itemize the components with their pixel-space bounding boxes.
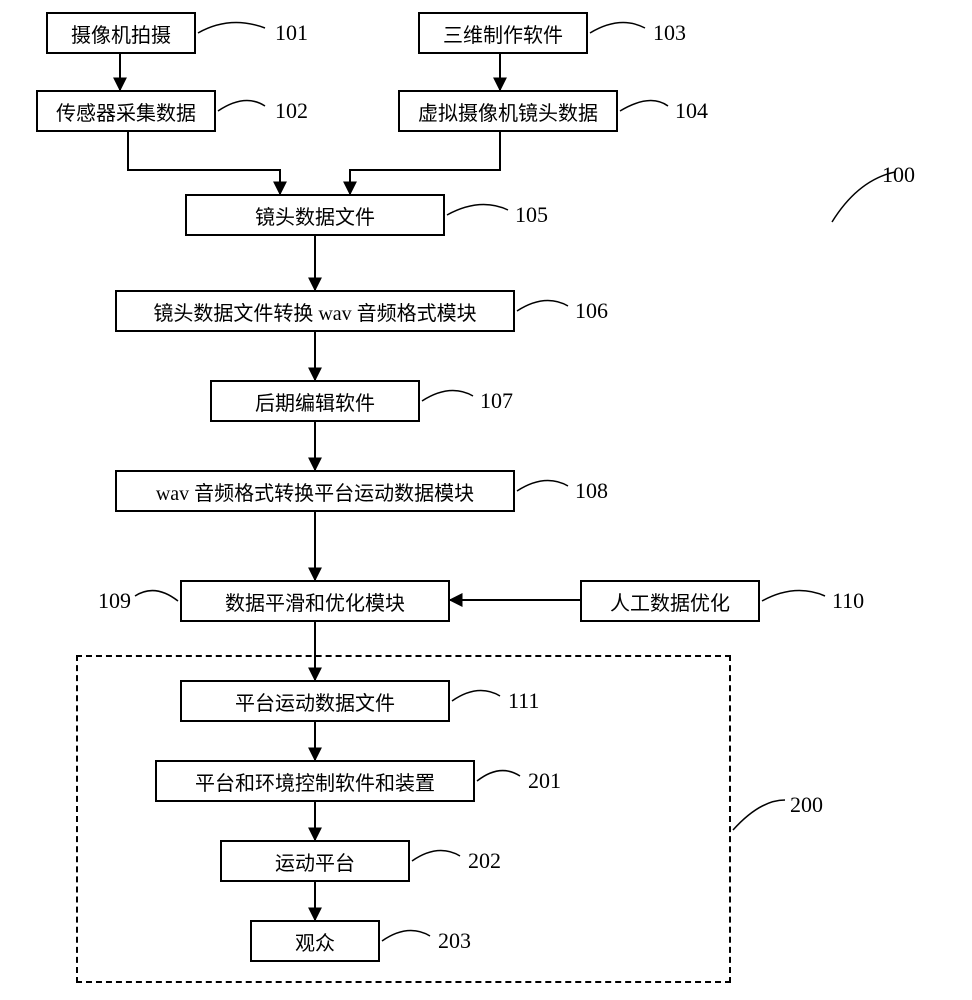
label-text: 109 xyxy=(98,588,131,613)
node-text: 平台和环境控制软件和装置 xyxy=(195,767,435,796)
label-text: 102 xyxy=(275,98,308,123)
label-text: 103 xyxy=(653,20,686,45)
ref-label-109: 109 xyxy=(98,588,131,614)
ref-label-108: 108 xyxy=(575,478,608,504)
node-text: 运动平台 xyxy=(275,847,355,876)
node-3d-software: 三维制作软件 xyxy=(418,12,588,54)
node-manual-optimize: 人工数据优化 xyxy=(580,580,760,622)
label-text: 202 xyxy=(468,848,501,873)
label-text: 106 xyxy=(575,298,608,323)
label-text: 107 xyxy=(480,388,513,413)
ref-label-102: 102 xyxy=(275,98,308,124)
ref-label-106: 106 xyxy=(575,298,608,324)
node-camera-shoot: 摄像机拍摄 xyxy=(46,12,196,54)
node-lens-data-file: 镜头数据文件 xyxy=(185,194,445,236)
node-text: 虚拟摄像机镜头数据 xyxy=(418,97,598,126)
label-text: 108 xyxy=(575,478,608,503)
label-text: 200 xyxy=(790,792,823,817)
node-platform-motion-file: 平台运动数据文件 xyxy=(180,680,450,722)
label-text: 203 xyxy=(438,928,471,953)
node-post-edit-software: 后期编辑软件 xyxy=(210,380,420,422)
ref-label-110: 110 xyxy=(832,588,864,614)
node-text: 镜头数据文件 xyxy=(255,201,375,230)
node-text: 三维制作软件 xyxy=(443,19,563,48)
ref-label-103: 103 xyxy=(653,20,686,46)
node-sensor-data: 传感器采集数据 xyxy=(36,90,216,132)
node-text: 平台运动数据文件 xyxy=(235,687,395,716)
ref-label-107: 107 xyxy=(480,388,513,414)
label-text: 100 xyxy=(882,162,915,187)
label-text: 201 xyxy=(528,768,561,793)
node-text: wav 音频格式转换平台运动数据模块 xyxy=(156,477,474,506)
label-text: 110 xyxy=(832,588,864,613)
node-motion-platform: 运动平台 xyxy=(220,840,410,882)
node-platform-env-control: 平台和环境控制软件和装置 xyxy=(155,760,475,802)
node-audience: 观众 xyxy=(250,920,380,962)
label-text: 104 xyxy=(675,98,708,123)
ref-label-203: 203 xyxy=(438,928,471,954)
ref-label-105: 105 xyxy=(515,202,548,228)
ref-label-101: 101 xyxy=(275,20,308,46)
node-text: 数据平滑和优化模块 xyxy=(225,587,405,616)
node-wav-to-motion: wav 音频格式转换平台运动数据模块 xyxy=(115,470,515,512)
label-text: 101 xyxy=(275,20,308,45)
ref-label-202: 202 xyxy=(468,848,501,874)
flowchart-canvas: 摄像机拍摄 传感器采集数据 三维制作软件 虚拟摄像机镜头数据 镜头数据文件 镜头… xyxy=(0,0,972,1000)
ref-label-100: 100 xyxy=(882,162,915,188)
ref-label-104: 104 xyxy=(675,98,708,124)
node-text: 后期编辑软件 xyxy=(255,387,375,416)
ref-label-111: 111 xyxy=(508,688,539,714)
node-lens-to-wav: 镜头数据文件转换 wav 音频格式模块 xyxy=(115,290,515,332)
node-text: 传感器采集数据 xyxy=(56,97,196,126)
node-text: 人工数据优化 xyxy=(610,587,730,616)
ref-label-200: 200 xyxy=(790,792,823,818)
node-smooth-optimize: 数据平滑和优化模块 xyxy=(180,580,450,622)
label-text: 111 xyxy=(508,688,539,713)
node-text: 摄像机拍摄 xyxy=(71,19,171,48)
node-text: 镜头数据文件转换 wav 音频格式模块 xyxy=(153,297,476,326)
node-virtual-lens-data: 虚拟摄像机镜头数据 xyxy=(398,90,618,132)
label-text: 105 xyxy=(515,202,548,227)
node-text: 观众 xyxy=(295,927,335,956)
ref-label-201: 201 xyxy=(528,768,561,794)
